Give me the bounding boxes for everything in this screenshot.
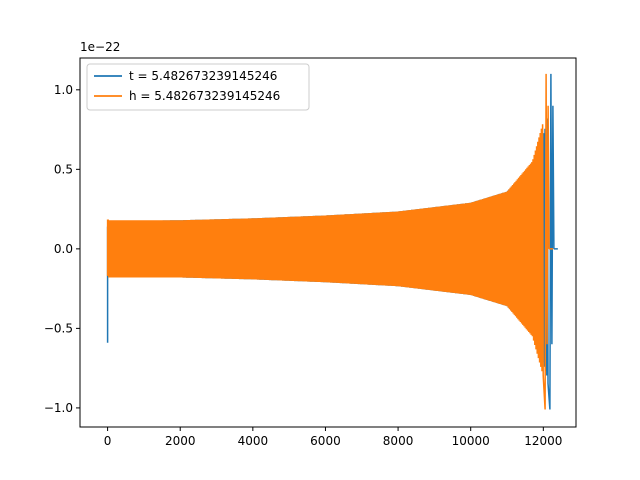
- series-layer: [106, 73, 558, 410]
- legend-label: t = 5.482673239145246: [129, 69, 277, 83]
- plot-frame: [79, 57, 577, 428]
- y-tick-label: −1.0: [44, 401, 73, 415]
- legend-label: h = 5.482673239145246: [129, 89, 280, 103]
- y-tick-label: 0.0: [54, 242, 73, 256]
- series-2: [106, 73, 554, 410]
- series-line: [106, 73, 550, 410]
- x-tick-label: 10000: [452, 434, 490, 448]
- y-tick-label: 1.0: [54, 83, 73, 97]
- x-tick-label: 4000: [238, 434, 269, 448]
- y-axis: −1.0 −0.5 0.0 0.5 1.0: [44, 83, 80, 415]
- x-tick-label: 6000: [310, 434, 341, 448]
- x-tick-label: 8000: [383, 434, 414, 448]
- x-tick-label: 12000: [524, 434, 562, 448]
- y-offset-text: 1e−22: [80, 40, 120, 54]
- x-tick-label: 2000: [165, 434, 196, 448]
- y-tick-label: 0.5: [54, 162, 73, 176]
- x-tick-label: 0: [104, 434, 112, 448]
- y-tick-label: −0.5: [44, 321, 73, 335]
- legend-box: [86, 63, 310, 111]
- x-axis: 0 2000 4000 6000 8000 10000 12000: [104, 427, 562, 448]
- legend: t = 5.482673239145246 h = 5.4826732391452…: [86, 63, 310, 111]
